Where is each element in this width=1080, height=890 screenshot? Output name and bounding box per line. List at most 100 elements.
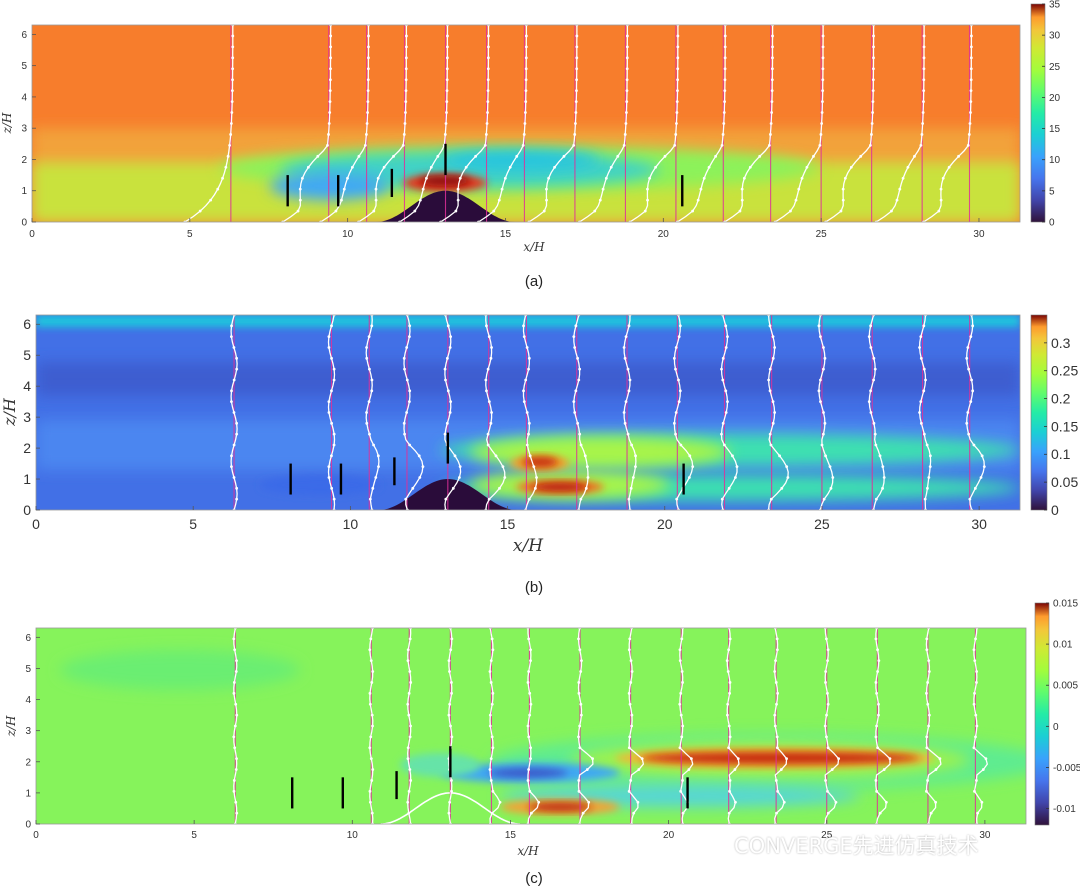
profile-marker: [630, 443, 634, 447]
profile-marker: [771, 356, 775, 360]
profile-marker: [487, 45, 490, 49]
profile-marker: [579, 670, 583, 673]
profile-marker: [826, 811, 830, 815]
colorbar-tick-label: 0.15: [1051, 418, 1078, 434]
profile-marker: [820, 443, 824, 447]
profile-marker: [578, 746, 582, 750]
profile-marker: [334, 209, 338, 213]
profile-marker: [447, 713, 451, 717]
profile-marker: [527, 735, 531, 739]
profile-marker: [922, 45, 926, 49]
profile-marker: [675, 100, 679, 104]
profile-marker: [625, 111, 628, 114]
profile-marker: [486, 89, 490, 93]
profile-marker: [980, 454, 984, 458]
profile-marker: [874, 779, 878, 782]
profile-marker: [769, 443, 773, 447]
profile-marker: [574, 111, 578, 114]
profile-marker: [474, 154, 478, 158]
profile-marker: [367, 400, 371, 404]
profile-marker: [972, 702, 976, 706]
profile-marker: [725, 659, 729, 663]
profile-marker: [674, 133, 678, 136]
heatmap-field: [32, 25, 1020, 222]
profile-marker: [572, 143, 576, 147]
profile-marker: [573, 411, 577, 414]
profile-marker: [969, 56, 973, 60]
profile-marker: [235, 421, 239, 425]
profile-marker: [407, 789, 411, 793]
profile-marker: [680, 670, 684, 673]
profile-marker: [235, 713, 239, 717]
profile-marker: [235, 486, 239, 490]
profile-marker: [404, 67, 408, 71]
profile-marker: [779, 768, 783, 771]
profile-marker: [579, 443, 583, 447]
profile-marker: [927, 724, 931, 728]
profile-marker: [875, 789, 879, 793]
profile-marker: [874, 497, 878, 501]
profile-marker: [794, 198, 798, 202]
profile-marker: [366, 89, 370, 93]
profile-marker: [616, 154, 620, 158]
profile-marker: [922, 324, 926, 328]
profile-marker: [332, 497, 336, 501]
profile-marker: [332, 378, 336, 382]
profile-marker: [547, 176, 551, 180]
profile-marker: [623, 133, 627, 136]
profile-marker: [574, 122, 577, 125]
profile-marker: [487, 400, 491, 404]
profile-marker: [577, 681, 581, 684]
profile-marker: [872, 34, 875, 38]
profile-marker: [528, 713, 532, 717]
profile-marker: [872, 356, 876, 360]
profile-marker: [229, 335, 233, 339]
profile-marker: [575, 34, 579, 38]
profile-marker: [454, 209, 458, 213]
x-tick-label: 20: [663, 830, 675, 841]
profile-marker: [926, 681, 930, 684]
profile-marker: [494, 454, 498, 458]
profile-marker: [443, 367, 447, 371]
x-tick-label: 5: [191, 830, 197, 841]
profile-marker: [770, 111, 774, 114]
profile-marker: [919, 335, 923, 339]
profile-marker: [925, 789, 928, 793]
profile-marker: [332, 432, 336, 436]
profile-marker: [882, 476, 886, 479]
profile-marker: [448, 800, 452, 804]
profile-marker: [486, 56, 490, 60]
profile-marker: [579, 497, 583, 501]
colorbar-tick-label: 15: [1049, 124, 1061, 135]
profile-marker: [371, 670, 375, 673]
profile-marker: [346, 176, 349, 180]
profile-marker: [919, 400, 923, 404]
profile-marker: [824, 681, 827, 684]
profile-marker: [573, 346, 577, 349]
profile-marker: [584, 486, 588, 490]
profile-marker: [782, 800, 786, 804]
profile-marker: [973, 486, 977, 490]
profile-marker: [821, 89, 825, 93]
profile-marker: [726, 670, 730, 673]
profile-marker: [924, 378, 927, 382]
profile-marker: [927, 476, 931, 479]
profile-marker: [526, 681, 530, 684]
profile-marker: [826, 789, 829, 793]
profile-marker: [922, 67, 926, 71]
profile-marker: [663, 154, 667, 158]
y-tick-label: 4: [23, 378, 31, 394]
x-tick-label: 10: [343, 516, 359, 532]
profile-marker: [429, 165, 433, 169]
profile-marker: [728, 691, 732, 695]
profile-marker: [392, 154, 395, 158]
profile-marker: [830, 768, 834, 771]
profile-marker: [921, 111, 925, 114]
profile-marker: [628, 378, 632, 382]
profile-marker: [503, 476, 507, 479]
y-tick-label: 1: [23, 471, 31, 487]
profile-marker: [487, 497, 491, 501]
profile-marker: [488, 724, 492, 728]
profile-marker: [740, 187, 744, 191]
profile-marker: [418, 198, 422, 202]
